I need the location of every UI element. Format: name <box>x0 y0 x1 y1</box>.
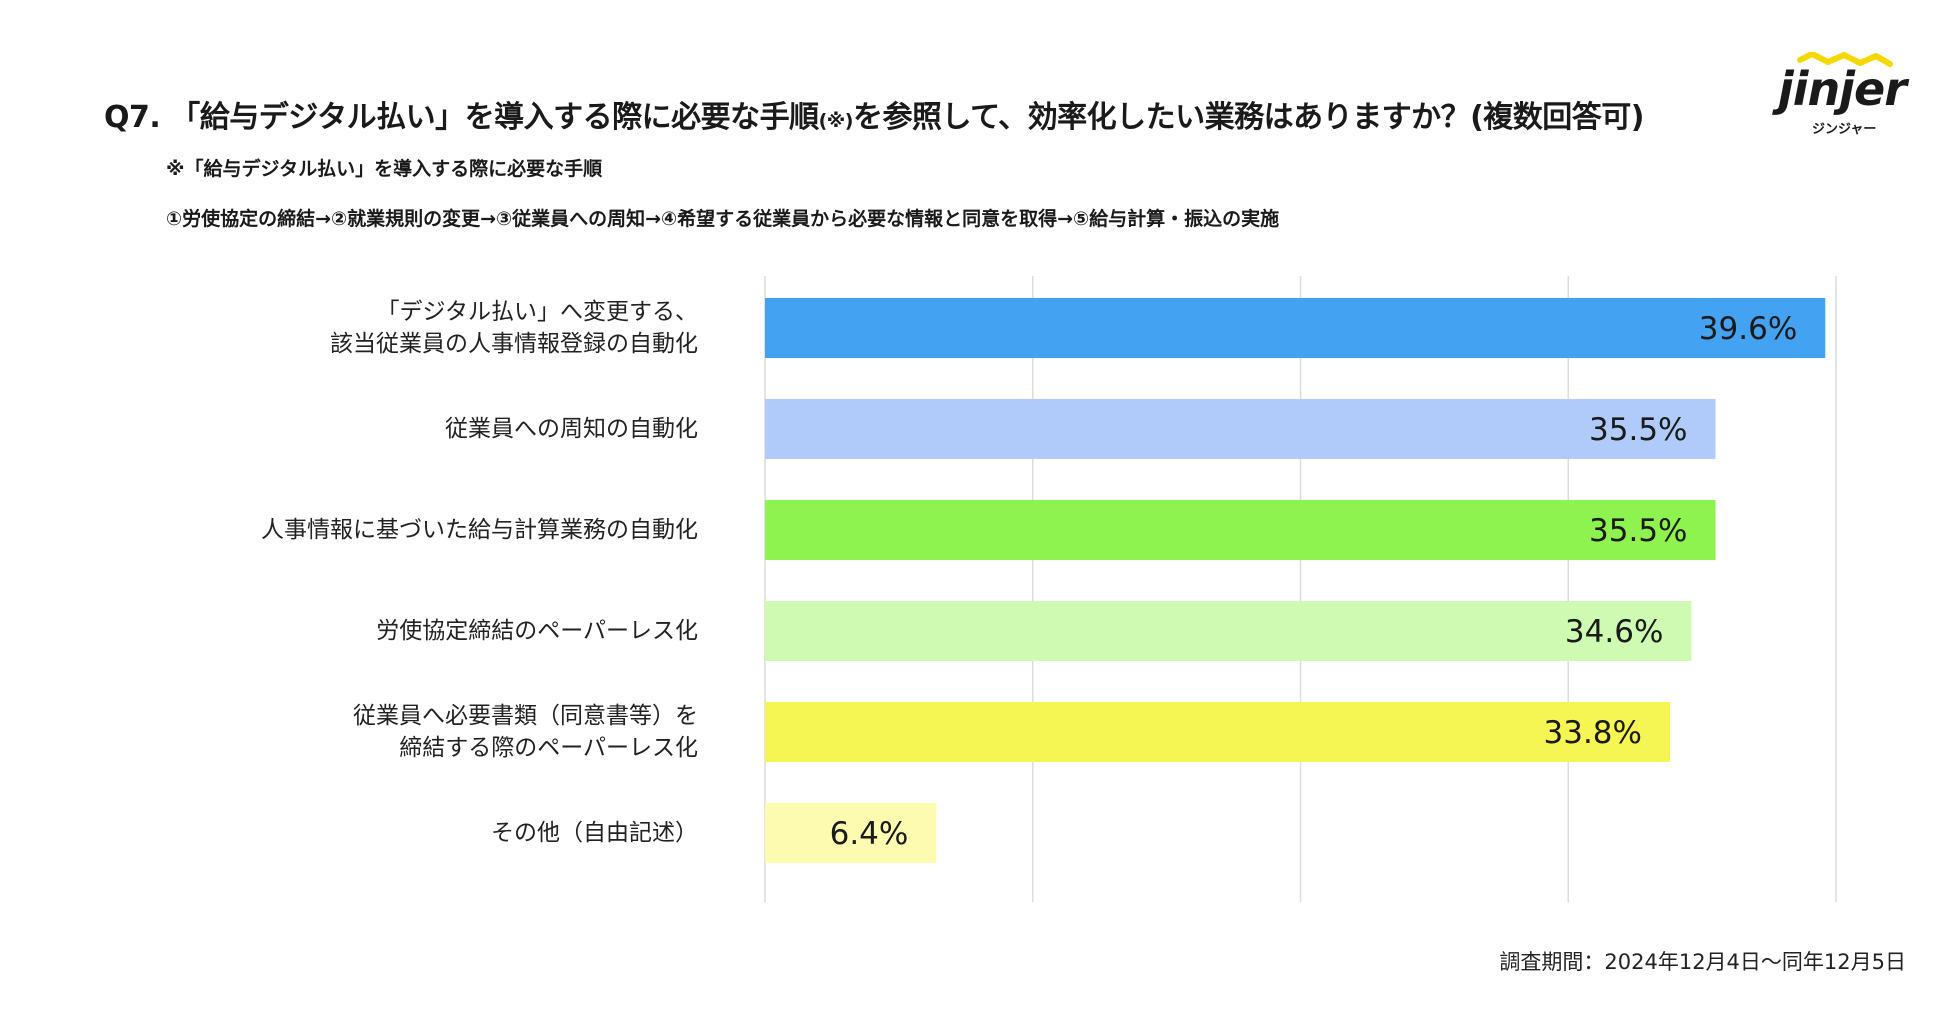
category-label-line: 労使協定締結のペーパーレス化 <box>376 618 698 644</box>
bar <box>765 803 937 863</box>
category-label-line: 従業員へ必要書類（同意書等）を <box>353 703 698 729</box>
title-suffix: を参照して、効率化したい業務はありますか？(複数回答可) <box>852 100 1645 135</box>
category-label: 従業員への周知の自動化 <box>445 413 698 445</box>
data-label: 39.6% <box>1699 311 1797 347</box>
title-note-mark: (※) <box>818 110 854 132</box>
jinjer-logo: jinjer ジンジャー <box>1772 52 1912 137</box>
bar <box>765 298 1826 358</box>
category-label: 「デジタル払い」へ変更する、該当従業員の人事情報登録の自動化 <box>330 296 698 360</box>
category-label-line: 締結する際のペーパーレス化 <box>399 735 698 761</box>
category-label-line: 該当従業員の人事情報登録の自動化 <box>330 331 698 357</box>
data-label: 35.5% <box>1589 513 1687 549</box>
logo-accent-icon <box>1797 52 1893 67</box>
category-label: その他（自由記述） <box>491 817 698 849</box>
survey-period: 調査期間：2024年12月4日〜同年12月5日 <box>1499 950 1906 974</box>
category-label-line: 「デジタル払い」へ変更する、 <box>376 299 698 325</box>
category-label: 従業員へ必要書類（同意書等）を締結する際のペーパーレス化 <box>353 700 698 764</box>
bar <box>765 702 1670 762</box>
category-label: 労使協定締結のペーパーレス化 <box>376 615 698 647</box>
data-label: 35.5% <box>1589 412 1687 448</box>
bar <box>765 500 1716 560</box>
category-label-line: その他（自由記述） <box>491 820 698 846</box>
logo-wordmark: jinjer <box>1778 62 1907 116</box>
bar <box>765 399 1716 459</box>
procedure-note-heading: ※「給与デジタル払い」を導入する際に必要な手順 <box>166 158 603 180</box>
title-prefix: Q7. 「給与デジタル払い」を導入する際に必要な手順 <box>104 100 819 135</box>
category-label: 人事情報に基づいた給与計算業務の自動化 <box>261 514 698 546</box>
category-label-line: 人事情報に基づいた給与計算業務の自動化 <box>261 517 698 543</box>
logo-kana: ジンジャー <box>1812 122 1877 137</box>
data-label: 34.6% <box>1565 614 1663 650</box>
data-label: 6.4% <box>830 816 909 852</box>
category-label-line: 従業員への周知の自動化 <box>445 416 698 442</box>
data-label: 33.8% <box>1544 715 1642 751</box>
bar <box>765 601 1692 661</box>
chart-title: Q7. 「給与デジタル払い」を導入する際に必要な手順(※)を参照して、効率化した… <box>104 92 1645 136</box>
procedure-steps: ①労使協定の締結→②就業規則の変更→③従業員への周知→④希望する従業員から必要な… <box>166 208 1280 230</box>
